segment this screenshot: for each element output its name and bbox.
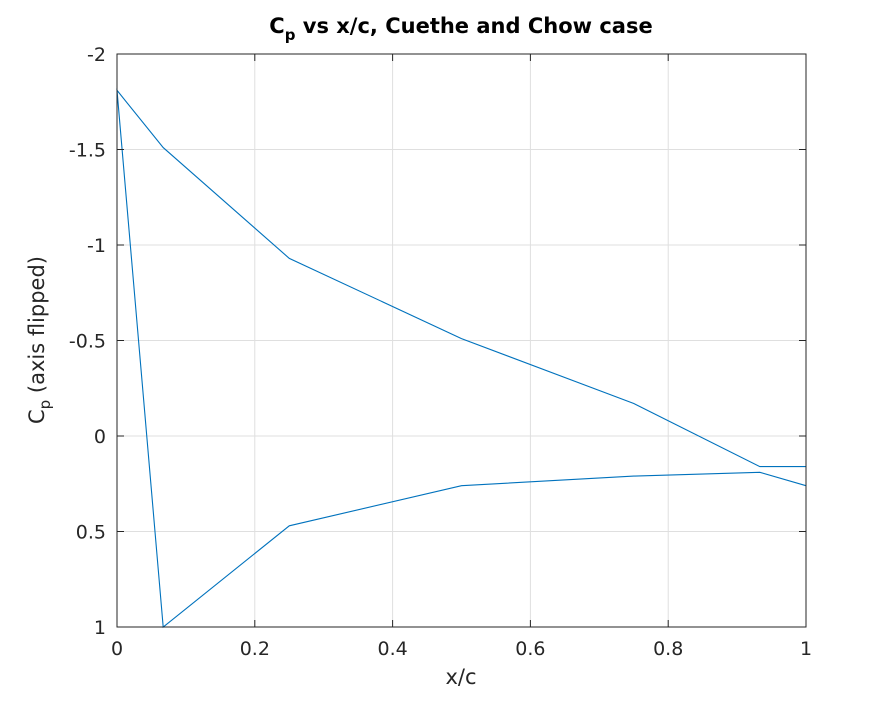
y-axis-label-main: C: [25, 409, 49, 424]
x-tick-label: 0.2: [240, 638, 270, 660]
y-axis-label-rest: (axis flipped): [25, 256, 49, 400]
x-tick-label: 0.4: [377, 638, 407, 660]
x-axis-label: x/c: [445, 665, 476, 689]
chart-title-rest: vs x/c, Cuethe and Chow case: [295, 14, 652, 38]
x-tick-label: 0.6: [515, 638, 545, 660]
x-tick-labels: 0 0.2 0.4 0.6 0.8 1: [111, 638, 812, 660]
x-tick-label: 1: [800, 638, 812, 660]
y-tick-label: -0.5: [69, 331, 106, 353]
tick-marks: [116, 53, 807, 628]
y-tick-label: 0.5: [76, 522, 106, 544]
y-tick-label: -1.5: [69, 140, 106, 162]
x-tick-label: 0: [111, 638, 123, 660]
chart-title-subscript: p: [285, 26, 296, 44]
y-tick-label: 1: [94, 617, 106, 639]
chart-title: Cp vs x/c, Cuethe and Chow case: [269, 14, 652, 44]
y-tick-label: 0: [94, 426, 106, 448]
x-tick-label: 0.8: [653, 638, 683, 660]
y-tick-label: -1: [87, 235, 106, 257]
y-axis-label: Cp (axis flipped): [25, 256, 54, 424]
y-tick-label: -2: [87, 44, 106, 66]
chart-title-main: C: [269, 14, 284, 38]
y-axis-label-subscript: p: [36, 400, 54, 410]
y-tick-labels: -2 -1.5 -1 -0.5 0 0.5 1: [69, 44, 106, 639]
